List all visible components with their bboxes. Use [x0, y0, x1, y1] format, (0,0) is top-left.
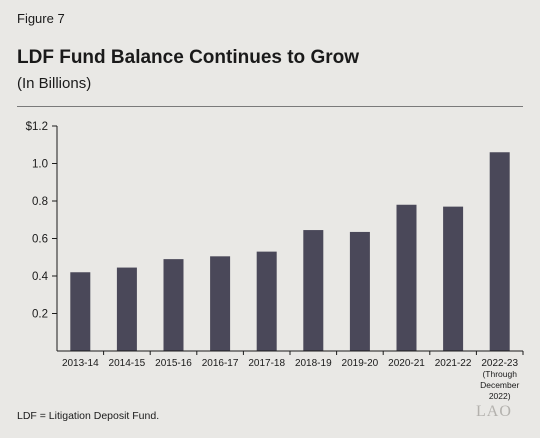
x-axis: 2013-14 2014-15 2015-16 2016-17 2017-18 2018-… [57, 350, 524, 401]
bar [70, 272, 91, 351]
x-tick-label: 2014-15 [109, 358, 146, 369]
x-tick-label: 2015-16 [155, 358, 192, 369]
footnote: LDF = Litigation Deposit Fund. [17, 410, 160, 422]
bar [163, 259, 184, 351]
bars [70, 152, 510, 351]
bar [349, 231, 370, 351]
chart-title: LDF Fund Balance Continues to Grow [17, 47, 359, 68]
figure-label: Figure 7 [17, 11, 65, 26]
bar [256, 251, 277, 351]
x-tick-label: 2020-21 [388, 358, 425, 369]
x-tick-label: 2021-22 [435, 358, 472, 369]
y-axis: 0.2 0.4 0.6 0.8 1.0 $1.2 [26, 121, 58, 351]
bar [116, 267, 137, 351]
lao-logo: LAO [476, 403, 512, 420]
bar [303, 230, 324, 351]
chart-subtitle: (In Billions) [17, 75, 92, 92]
bar [443, 206, 464, 351]
bar [396, 204, 417, 351]
x-tick-label: 2016-17 [202, 358, 239, 369]
bar [489, 152, 510, 351]
bar-chart: 0.2 0.4 0.6 0.8 1.0 $1.2 2013-14 2014-15 2015-1… [26, 121, 524, 401]
y-tick-label: 0.2 [32, 309, 48, 321]
x-tick-label: 2019-20 [342, 358, 379, 369]
y-tick-label: 0.4 [32, 271, 49, 283]
y-tick-label: $1.2 [26, 121, 48, 133]
y-tick-label: 0.8 [32, 196, 48, 208]
bar [210, 256, 231, 351]
y-tick-label: 1.0 [32, 159, 48, 171]
title-divider [17, 106, 523, 107]
x-tick-label: 2018-19 [295, 358, 332, 369]
x-tick-label: 2013-14 [62, 358, 99, 369]
x-tick-label: 2017-18 [248, 358, 285, 369]
y-tick-label: 0.6 [32, 234, 48, 246]
x-tick-label: 2022-23 (Through December 2022) [480, 358, 519, 401]
